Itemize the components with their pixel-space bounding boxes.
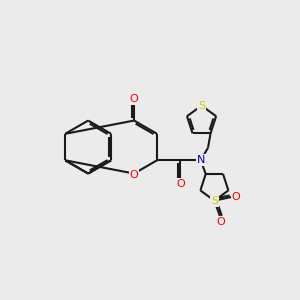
Text: O: O [217, 217, 225, 227]
Text: S: S [211, 196, 218, 206]
Text: O: O [130, 94, 138, 104]
Text: N: N [196, 155, 205, 165]
Text: O: O [130, 170, 138, 180]
Text: O: O [177, 179, 185, 189]
Text: S: S [198, 100, 205, 111]
Text: O: O [232, 192, 240, 202]
